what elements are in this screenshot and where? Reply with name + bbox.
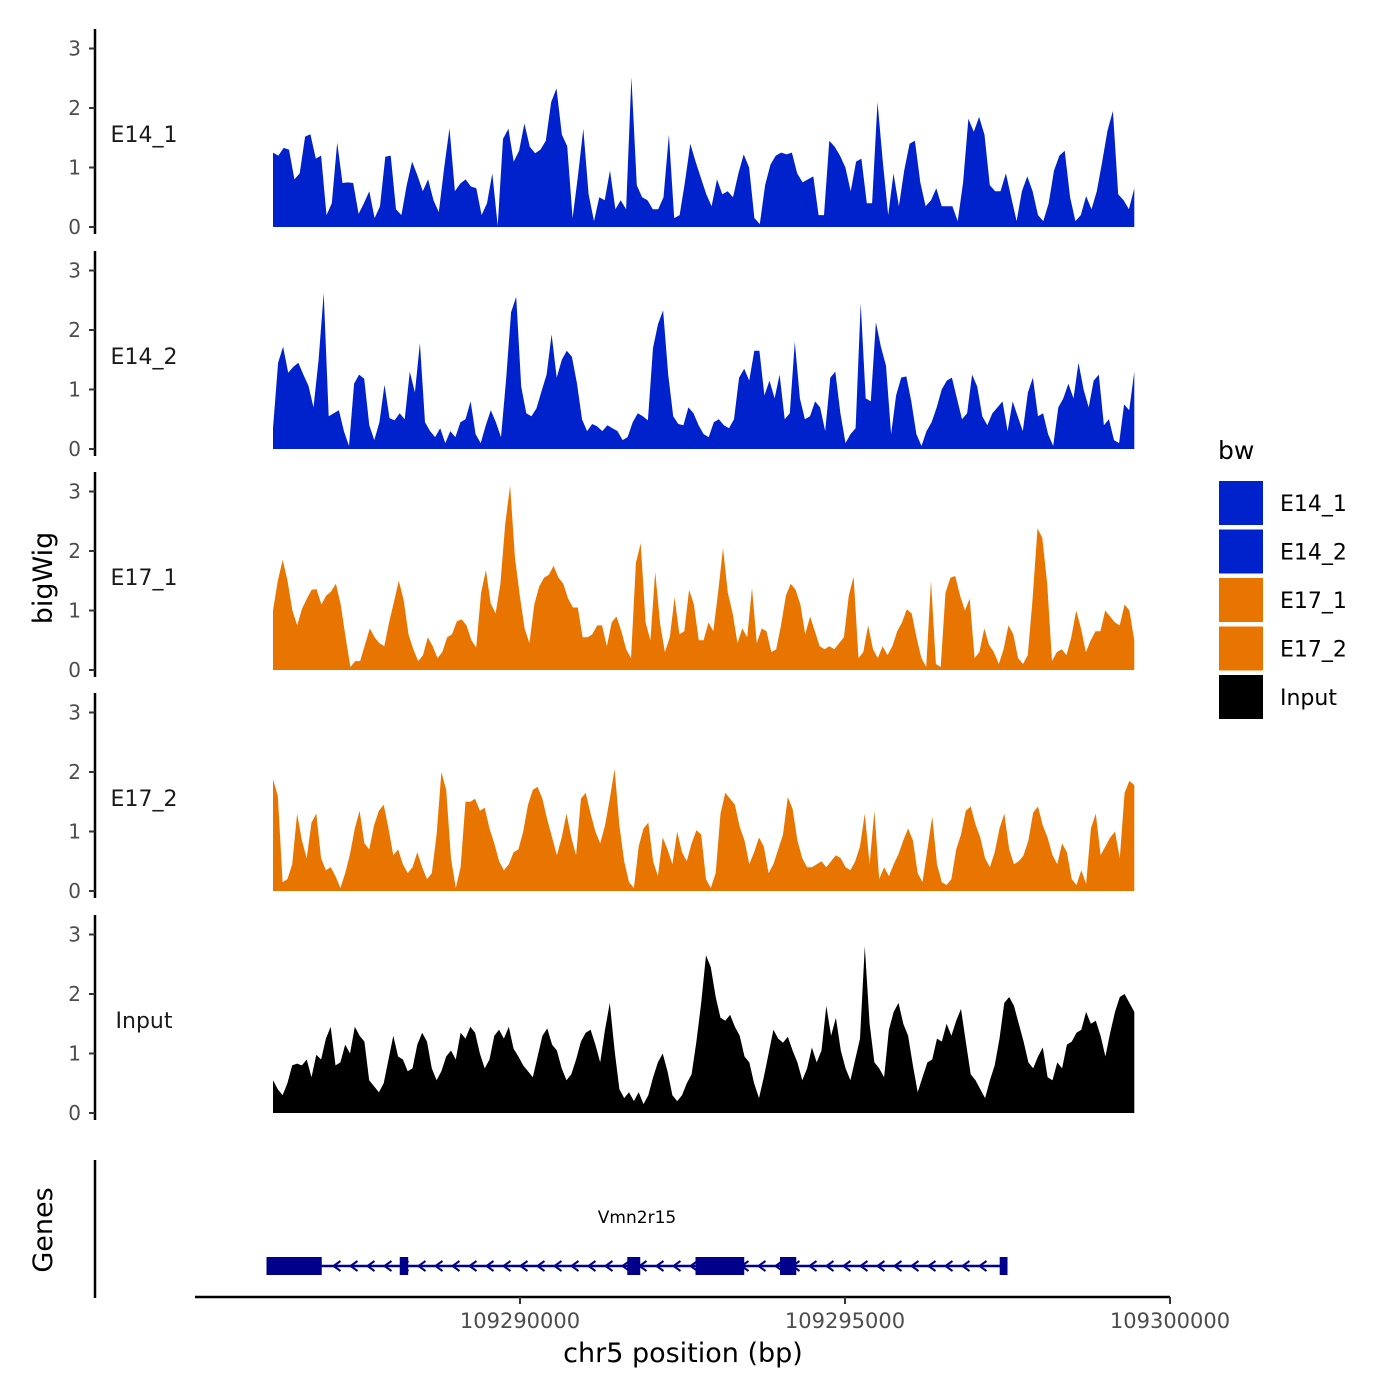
legend-swatch-E17_2 [1219, 626, 1263, 671]
strand-arrow [331, 1260, 342, 1272]
strand-arrow [875, 1260, 886, 1272]
strand-arrow [382, 1260, 393, 1272]
legend-label-E17_2: E17_2 [1280, 638, 1347, 663]
strand-arrow [603, 1260, 614, 1272]
y-tick-label: 1 [68, 599, 81, 623]
strand-arrow [365, 1260, 376, 1272]
strand-arrow [348, 1260, 359, 1272]
legend-label-E14_2: E14_2 [1280, 541, 1347, 566]
y-tick-label: 0 [68, 437, 81, 461]
strand-arrow [552, 1260, 563, 1272]
y-tick-label: 2 [68, 318, 81, 342]
x-tick-label: 109295000 [785, 1309, 905, 1333]
strand-arrow [688, 1260, 699, 1272]
genes-track: Vmn2r15 [93, 1160, 1008, 1298]
track-label-E14_2: E14_2 [111, 345, 178, 370]
y-tick-label: 2 [68, 982, 81, 1006]
y-tick-label: 1 [68, 156, 81, 180]
signal-area-E17_1 [273, 485, 1135, 670]
signal-area-E17_2 [273, 769, 1135, 891]
x-tick-label: 109290000 [460, 1309, 580, 1333]
x-axis-title: chr5 position (bp) [563, 1338, 803, 1369]
strand-arrow [671, 1260, 682, 1272]
strand-arrow [977, 1260, 988, 1272]
legend-label-E17_1: E17_1 [1280, 589, 1347, 614]
strand-arrow [518, 1260, 529, 1272]
strand-arrow [620, 1260, 631, 1272]
y-tick-label: 2 [68, 96, 81, 120]
y-tick-label: 3 [68, 37, 81, 61]
strand-arrow [569, 1260, 580, 1272]
legend-swatch-E14_2 [1219, 529, 1263, 574]
strand-arrow [824, 1260, 835, 1272]
y-tick-label: 1 [68, 378, 81, 402]
legend-swatch-E14_1 [1219, 481, 1263, 525]
strand-arrow [416, 1260, 427, 1272]
x-tick-label: 109300000 [1110, 1309, 1230, 1333]
y-tick-label: 3 [68, 480, 81, 504]
x-axis: 109290000 109295000 109300000 [195, 1295, 1230, 1333]
strand-arrow [535, 1260, 546, 1272]
strand-arrow [807, 1260, 818, 1272]
strand-arrow [892, 1260, 903, 1272]
strand-arrow [467, 1260, 478, 1272]
y-tick-label: 0 [68, 1101, 81, 1125]
signal-area-E14_2 [273, 293, 1135, 449]
legend-swatch-E17_1 [1219, 578, 1263, 622]
legend: E14_1 E14_2 E17_1 E17_2 Input [1219, 481, 1347, 719]
exon-block [695, 1257, 745, 1275]
strand-arrow [960, 1260, 971, 1272]
legend-title: bw [1218, 436, 1254, 465]
gene-name-label: Vmn2r15 [598, 1208, 676, 1228]
strand-arrow [586, 1260, 597, 1272]
strand-arrow [654, 1260, 665, 1272]
legend-label-E14_1: E14_1 [1280, 492, 1347, 517]
strand-arrow [433, 1260, 444, 1272]
y-tick-label: 1 [68, 1042, 81, 1066]
y-tick-label: 3 [68, 259, 81, 283]
strand-arrow [858, 1260, 869, 1272]
y-tick-label: 0 [68, 879, 81, 903]
strand-arrow [756, 1260, 767, 1272]
y-axis-title: bigWig [28, 532, 59, 625]
strand-arrow [484, 1260, 495, 1272]
track-panel-E17_1: 0 1 2 3 E17_1 [68, 472, 1135, 682]
y-tick-label: 3 [68, 923, 81, 947]
strand-arrow [841, 1260, 852, 1272]
track-label-Input: Input [116, 1009, 173, 1034]
y-tick-label: 3 [68, 701, 81, 725]
y-tick-label: 0 [68, 215, 81, 239]
strand-arrow [926, 1260, 937, 1272]
strand-arrow [909, 1260, 920, 1272]
y-tick-label: 1 [68, 820, 81, 844]
track-panels: 0 1 2 3 E14_1 0 1 2 3 E14_2 0 1 2 3 E17_1 0 1 2 3 E17_2 0 1 2 3… [68, 29, 1135, 1125]
strand-arrow [943, 1260, 954, 1272]
track-panel-E14_2: 0 1 2 3 E14_2 [68, 251, 1135, 461]
exon-block [399, 1257, 409, 1275]
track-panel-E17_2: 0 1 2 3 E17_2 [68, 693, 1135, 903]
y-tick-label: 2 [68, 760, 81, 784]
strand-arrow [450, 1260, 461, 1272]
legend-label-Input: Input [1280, 686, 1337, 711]
y-tick-label: 0 [68, 658, 81, 682]
track-panel-E14_1: 0 1 2 3 E14_1 [68, 29, 1135, 239]
exon-block [627, 1257, 641, 1275]
track-label-E17_1: E17_1 [111, 566, 178, 591]
signal-area-Input [273, 946, 1135, 1113]
genes-track-title: Genes [28, 1187, 59, 1272]
track-label-E17_2: E17_2 [111, 787, 178, 812]
y-tick-label: 2 [68, 539, 81, 563]
legend-swatch-Input [1219, 675, 1263, 719]
track-label-E14_1: E14_1 [111, 123, 178, 148]
signal-area-E14_1 [273, 77, 1135, 227]
exon-block [999, 1257, 1008, 1275]
track-panel-Input: 0 1 2 3 Input [68, 915, 1135, 1125]
strand-arrow [501, 1260, 512, 1272]
exon-block [780, 1257, 797, 1275]
exon-block [266, 1257, 322, 1275]
